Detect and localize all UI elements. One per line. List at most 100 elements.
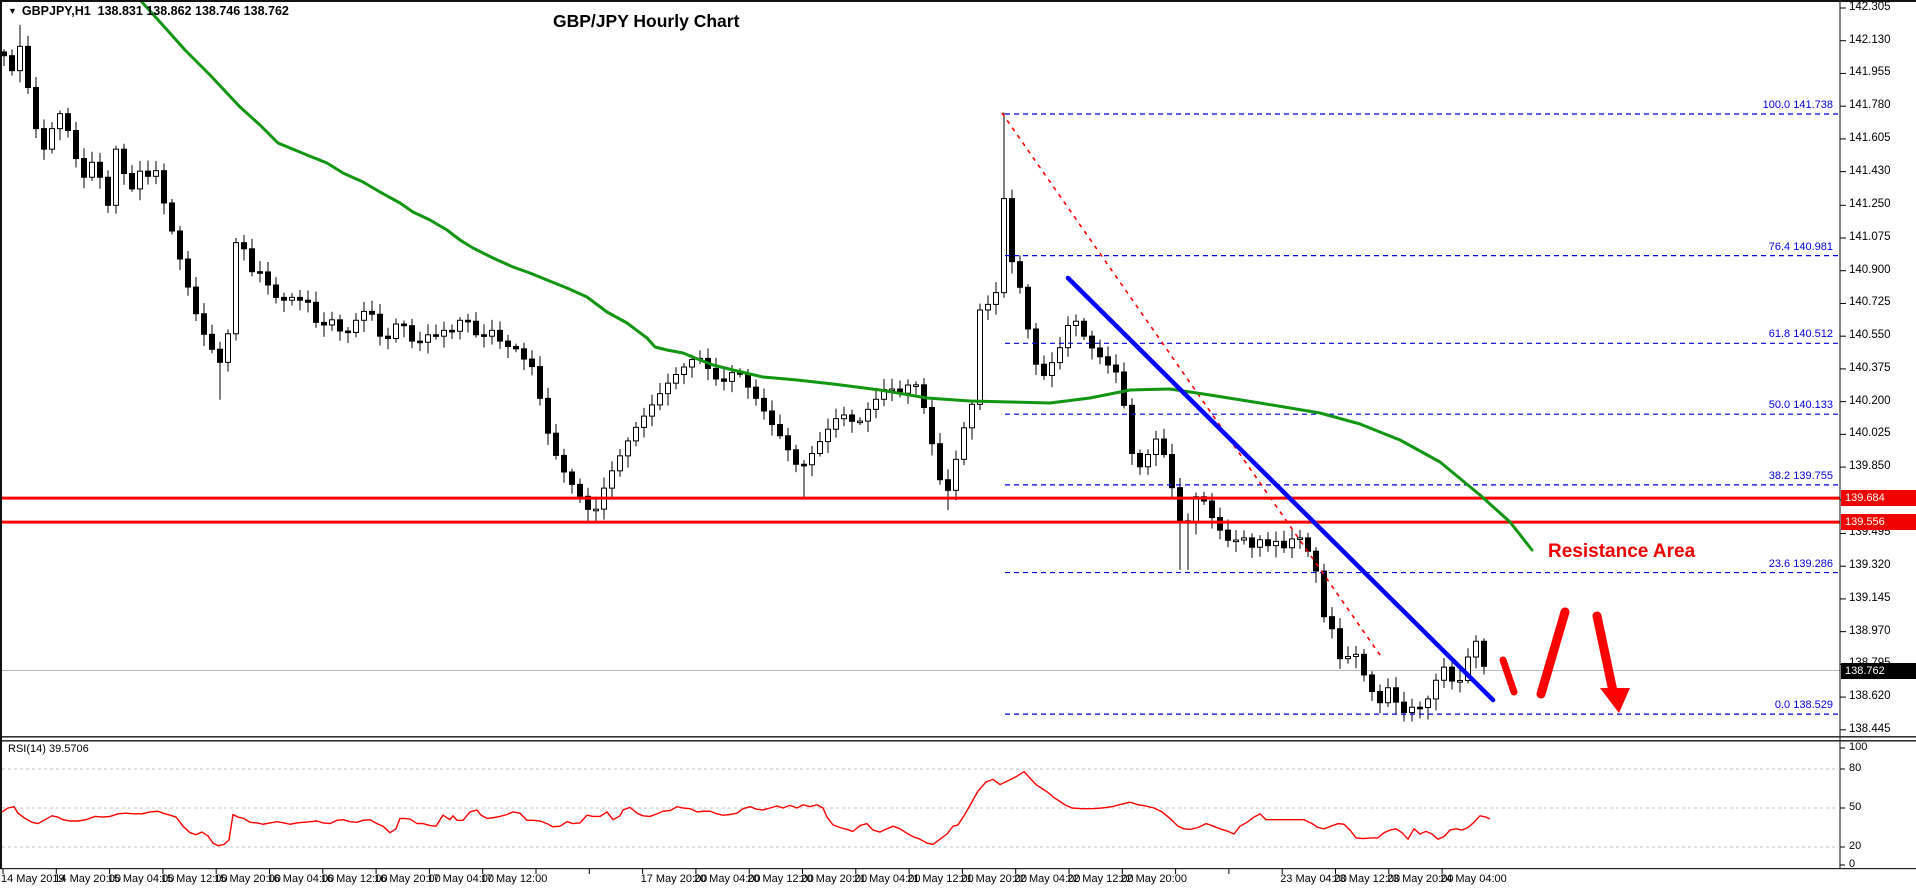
bear-candle bbox=[1033, 328, 1039, 365]
bull-candle bbox=[1297, 537, 1303, 540]
quote-symbol[interactable]: GBPJPY,H1 bbox=[21, 4, 91, 18]
bear-candle bbox=[1097, 347, 1103, 358]
bear-candle bbox=[801, 463, 807, 467]
bull-candle bbox=[1153, 438, 1159, 456]
time-axis[interactable]: 14 May 2019 14 May 20:00 15 May 04:00 15 Ma… bbox=[0, 869, 1916, 896]
bull-candle bbox=[489, 329, 495, 337]
bear-candle bbox=[505, 340, 511, 347]
bear-candle bbox=[713, 367, 719, 380]
bull-candle bbox=[609, 470, 615, 489]
bear-candle bbox=[25, 45, 31, 88]
bear-candle bbox=[777, 424, 783, 437]
bear-candle bbox=[201, 313, 207, 335]
bear-candle bbox=[1, 51, 7, 57]
bull-candle bbox=[1057, 347, 1063, 364]
bear-candle bbox=[105, 176, 111, 206]
bear-candle bbox=[537, 366, 543, 399]
bull-candle bbox=[441, 329, 447, 337]
panel-divider bbox=[0, 740, 1916, 742]
bear-candle bbox=[1377, 690, 1383, 704]
bear-candle bbox=[33, 86, 39, 130]
bear-candle bbox=[497, 329, 503, 342]
bear-candle bbox=[545, 397, 551, 434]
bear-candle bbox=[785, 435, 791, 451]
panel-divider bbox=[0, 736, 1916, 738]
bear-candle bbox=[473, 320, 479, 336]
time-axis-label: 21 May 12:00 bbox=[907, 873, 974, 885]
window-top-border bbox=[0, 0, 1916, 2]
bull-candle bbox=[617, 455, 623, 472]
bull-candle bbox=[1345, 655, 1351, 660]
bear-candle bbox=[65, 113, 71, 131]
bear-candle bbox=[121, 148, 127, 174]
bear-candle bbox=[465, 319, 471, 323]
bear-candle bbox=[1249, 537, 1255, 548]
time-axis-label: 23 May 12:00 bbox=[1333, 873, 1401, 885]
price-axis-label: 139.145 bbox=[1849, 591, 1891, 604]
bull-candle bbox=[681, 366, 687, 376]
symbol-dropdown-icon[interactable]: ▼ bbox=[8, 6, 17, 16]
price-axis[interactable]: 142.305 142.130 141.955 141.780 141.605 141.4… bbox=[1840, 0, 1916, 870]
red-dashed-trendline bbox=[1001, 112, 1381, 656]
bull-candle bbox=[985, 303, 991, 311]
chart-title: GBP/JPY Hourly Chart bbox=[553, 11, 740, 31]
bear-candle bbox=[145, 170, 151, 177]
price-axis-label: 141.075 bbox=[1849, 231, 1891, 243]
bear-candle bbox=[1169, 454, 1175, 489]
bull-candle bbox=[649, 404, 655, 417]
price-axis-label: 141.780 bbox=[1849, 99, 1891, 112]
price-axis-label: 141.250 bbox=[1849, 198, 1891, 211]
bull-candle bbox=[633, 426, 639, 442]
bear-candle bbox=[1369, 674, 1375, 692]
bear-candle bbox=[273, 284, 279, 298]
bear-candle bbox=[513, 345, 519, 350]
time-axis-label: 20 May 04:00 bbox=[693, 873, 761, 885]
price-tag: 139.684 bbox=[1841, 490, 1916, 507]
bear-candle bbox=[209, 333, 215, 350]
bear-candle bbox=[1089, 335, 1095, 349]
bear-candle bbox=[529, 358, 535, 368]
bear-candle bbox=[313, 301, 319, 323]
bear-candle bbox=[217, 348, 223, 363]
red-arrow-stroke bbox=[1499, 656, 1518, 696]
price-axis-label: 142.130 bbox=[1849, 33, 1891, 46]
bear-candle bbox=[1121, 371, 1127, 406]
bear-candle bbox=[241, 242, 247, 250]
fib-level-label: 50.0 140.133 bbox=[1768, 399, 1833, 412]
price-axis-label: 141.955 bbox=[1849, 66, 1891, 79]
bull-candle bbox=[1257, 539, 1263, 548]
bear-candle bbox=[1393, 687, 1399, 703]
bull-candle bbox=[1145, 454, 1151, 468]
time-axis-label: 15 May 04:00 bbox=[107, 873, 175, 885]
bear-candle bbox=[1337, 628, 1343, 660]
bull-candle bbox=[353, 319, 359, 333]
bear-candle bbox=[585, 495, 591, 510]
bull-candle bbox=[1465, 656, 1471, 682]
time-axis-label: 22 May 20:00 bbox=[1120, 873, 1187, 885]
bear-candle bbox=[1177, 487, 1183, 522]
time-axis-label: 17 May 12:00 bbox=[480, 873, 548, 885]
red-arrow-head bbox=[1600, 688, 1630, 713]
fib-level-label: 100.0 141.738 bbox=[1762, 99, 1833, 112]
time-axis-label: 15 May 20:00 bbox=[214, 873, 281, 885]
bear-candle bbox=[481, 334, 487, 337]
bear-candle bbox=[1105, 356, 1111, 366]
bear-candle bbox=[257, 271, 263, 274]
time-axis-label: 15 May 12:00 bbox=[160, 873, 228, 885]
bull-candle bbox=[289, 296, 295, 301]
price-axis-label: 140.900 bbox=[1849, 263, 1891, 276]
bear-candle bbox=[1113, 364, 1119, 373]
bear-candle bbox=[1281, 540, 1287, 549]
bull-candle bbox=[833, 418, 839, 430]
bull-candle bbox=[657, 393, 663, 406]
bull-candle bbox=[953, 458, 959, 491]
bear-candle bbox=[1401, 701, 1407, 714]
time-axis-label: 22 May 04:00 bbox=[1013, 873, 1081, 885]
bear-candle bbox=[401, 323, 407, 327]
bear-candle bbox=[1329, 616, 1335, 630]
bull-candle bbox=[625, 440, 631, 457]
bear-candle bbox=[433, 334, 439, 337]
time-axis-label: 23 May 20:00 bbox=[1386, 873, 1454, 885]
bull-candle bbox=[1433, 679, 1439, 700]
